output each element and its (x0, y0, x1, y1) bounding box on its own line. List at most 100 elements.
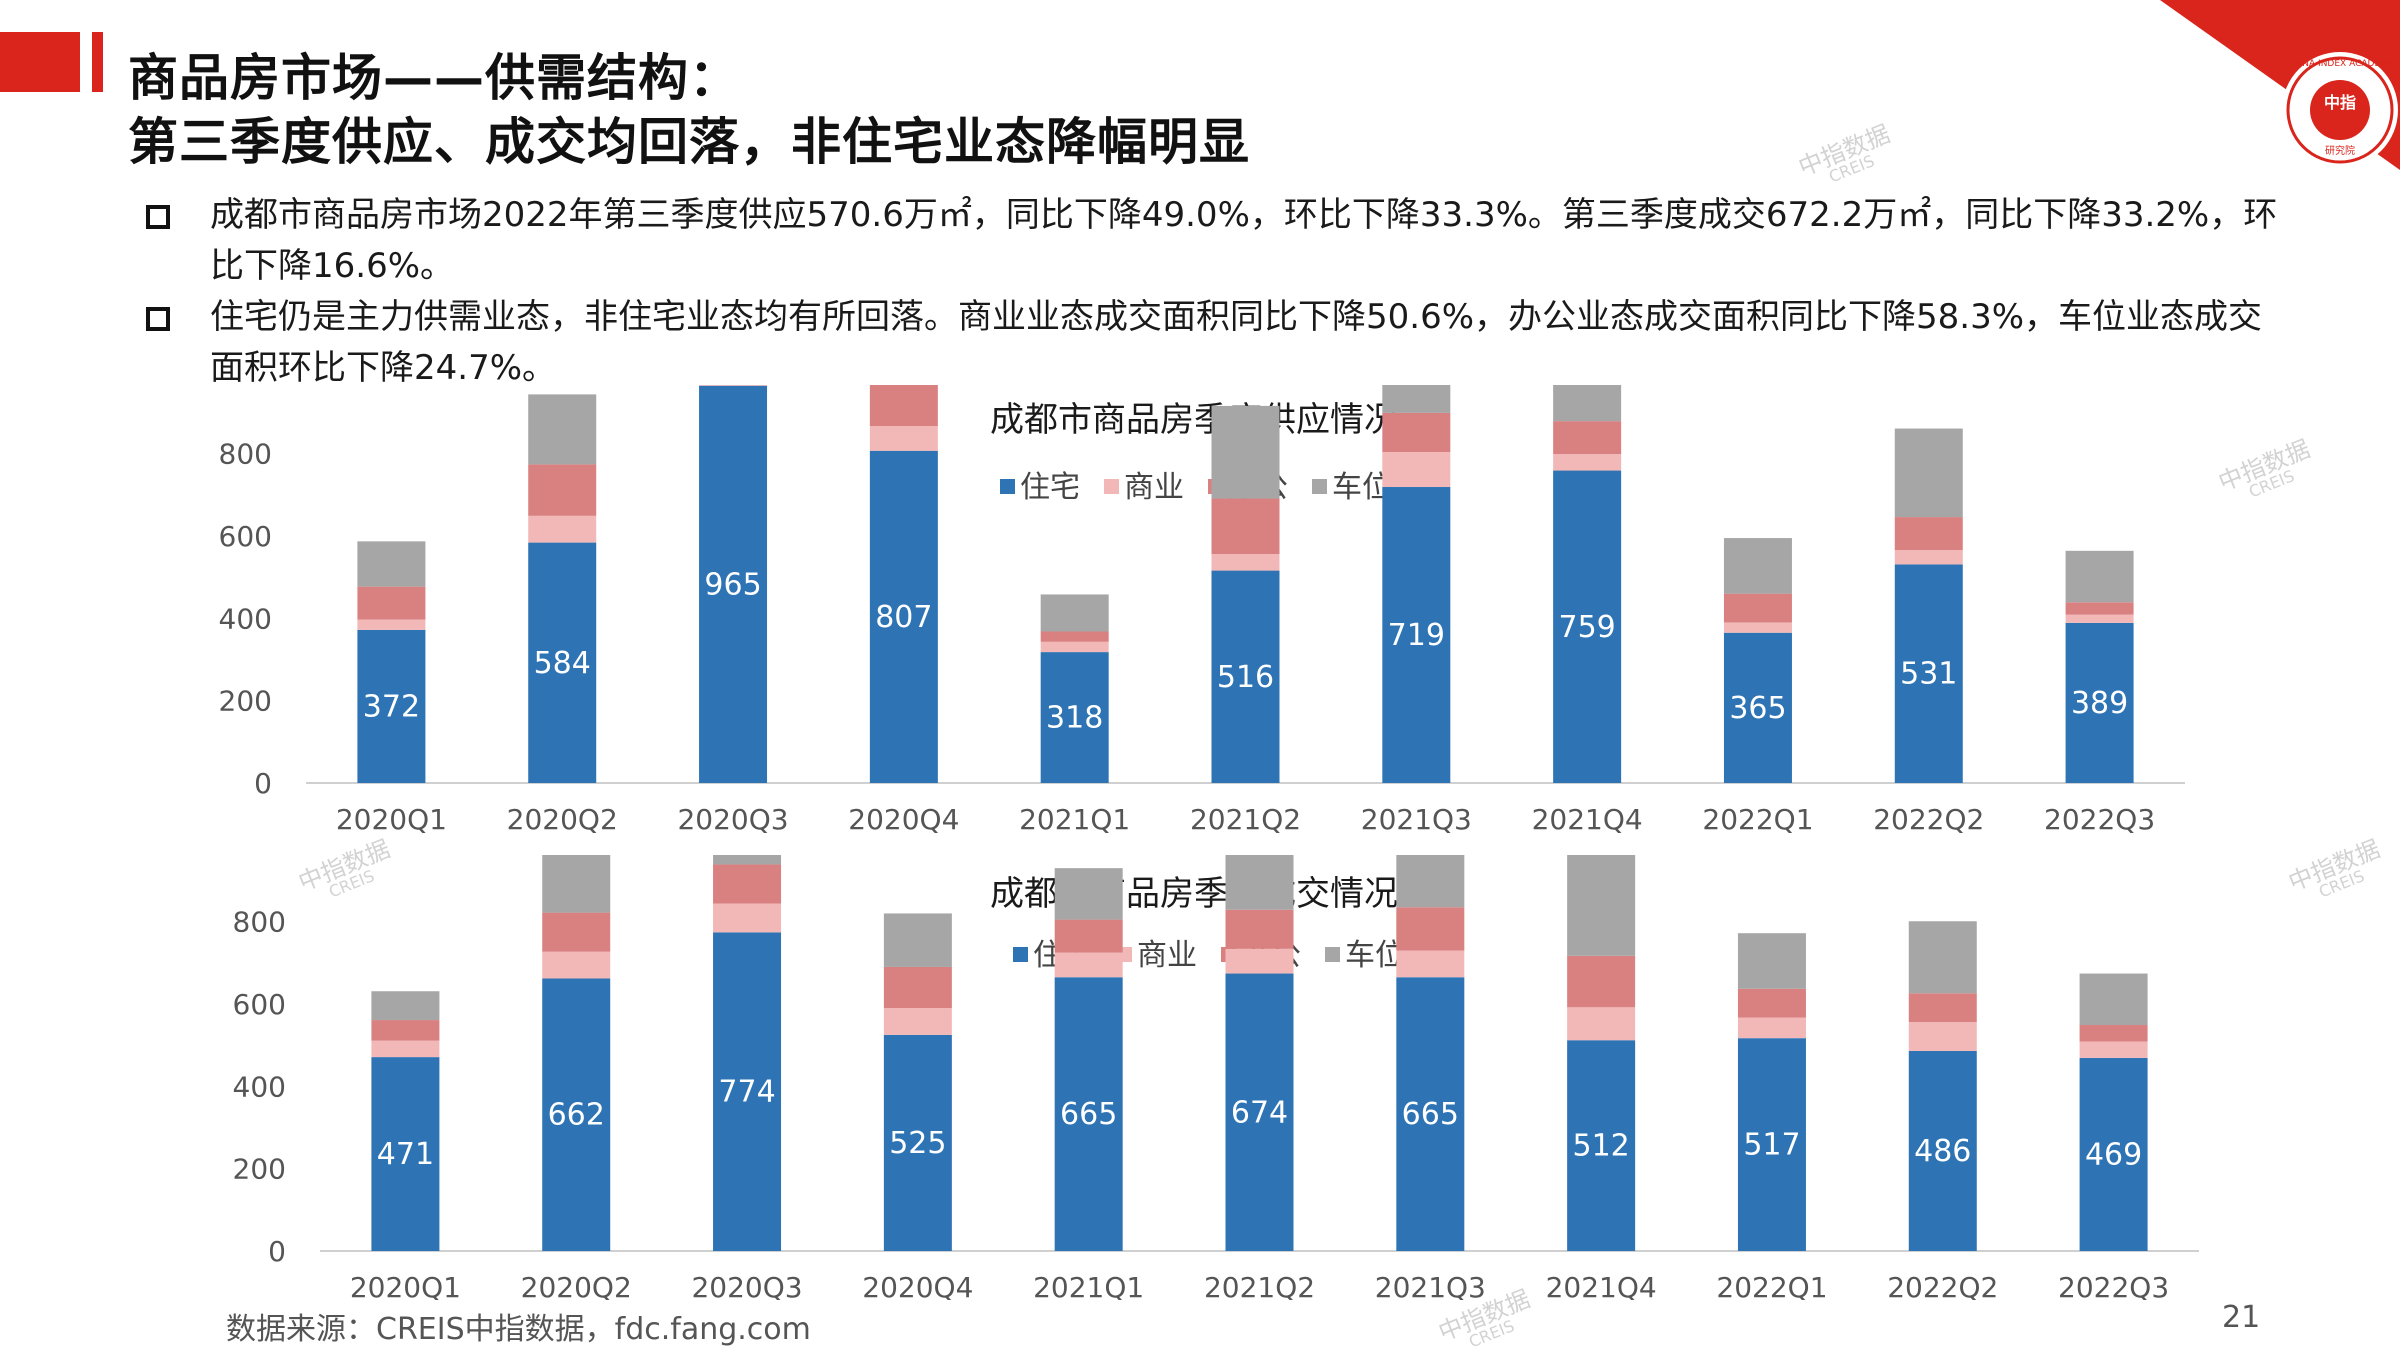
bar-办公 (1054, 919, 1123, 953)
data-label: 584 (534, 646, 591, 681)
bar-商业 (1040, 641, 1109, 653)
bar-办公 (542, 912, 611, 952)
bar-住宅 (699, 385, 768, 783)
bar-商业 (1553, 454, 1622, 471)
bar-办公 (1225, 909, 1294, 949)
bar-办公 (1211, 498, 1280, 555)
x-tick-label: 2020Q2 (521, 1271, 632, 1300)
bar-车位 (2065, 550, 2134, 603)
legend-swatch (1325, 947, 1340, 962)
bar-住宅 (1396, 977, 1465, 1251)
bar-车位 (1723, 538, 1792, 594)
bullet-structure: 住宅仍是主力供需业态，非住宅业态均有所回落。商业业态成交面积同比下降50.6%，… (138, 292, 2288, 394)
logo-ring-text: CHINA INDEX ACADEMY (2287, 59, 2394, 69)
bar-住宅 (1211, 570, 1280, 783)
bar-住宅 (1382, 487, 1451, 783)
legend-label: 商业 (1124, 470, 1184, 505)
data-label: 807 (875, 600, 932, 635)
bar-商业 (1737, 1017, 1806, 1039)
x-tick-label: 2021Q3 (1375, 1271, 1486, 1300)
x-tick-label: 2020Q1 (336, 803, 447, 836)
legend-label: 车位 (1332, 470, 1392, 505)
page-title-line2: 第三季度供应、成交均回落，非住宅业态降幅明显 (128, 113, 1250, 171)
y-tick-label: 800 (219, 438, 272, 471)
bar-办公 (371, 1020, 440, 1041)
data-source: 数据来源：CREIS中指数据，fdc.fang.com (226, 1312, 811, 1347)
x-tick-label: 2021Q4 (1532, 803, 1643, 836)
summary-bullets: 成都市商品房市场2022年第三季度供应570.6万㎡，同比下降49.0%，环比下… (138, 190, 2288, 394)
chart-title: 成都市商品房季度成交情况 (990, 874, 1398, 914)
x-tick-label: 2020Q4 (848, 803, 959, 836)
bar-住宅 (713, 932, 782, 1251)
logo-ring (2286, 56, 2394, 164)
bar-车位 (357, 541, 426, 587)
bar-住宅 (528, 542, 597, 783)
bar-商业 (1211, 554, 1280, 571)
bar-商业 (1894, 549, 1963, 565)
data-label: 469 (2085, 1137, 2142, 1172)
bar-车位 (1553, 385, 1622, 422)
bar-车位 (1396, 855, 1465, 908)
data-label: 719 (1388, 618, 1445, 653)
bar-住宅 (357, 629, 426, 783)
data-label: 517 (1743, 1128, 1800, 1163)
x-tick-label: 2021Q1 (1033, 1271, 1144, 1300)
x-tick-label: 2022Q1 (1702, 803, 1813, 836)
x-tick-label: 2020Q2 (507, 803, 618, 836)
bar-住宅 (371, 1057, 440, 1251)
y-tick-label: 800 (233, 906, 286, 939)
y-tick-label: 600 (233, 988, 286, 1021)
y-tick-label: 600 (219, 520, 272, 553)
bar-住宅 (1908, 1050, 1977, 1251)
bar-商业 (371, 1040, 440, 1058)
bar-车位 (1054, 868, 1123, 920)
data-label: 471 (377, 1137, 434, 1172)
x-tick-label: 2022Q2 (1873, 803, 1984, 836)
y-tick-label: 0 (268, 1235, 286, 1268)
bar-车位 (1567, 855, 1636, 956)
x-tick-label: 2021Q2 (1204, 1271, 1315, 1300)
bar-商业 (357, 619, 426, 630)
data-label: 965 (704, 567, 761, 602)
y-tick-label: 1,000 (192, 385, 272, 388)
y-tick-label: 400 (233, 1070, 286, 1103)
y-tick-label: 200 (219, 685, 272, 718)
legend-label: 住宅 (1020, 470, 1080, 505)
bar-办公 (1737, 988, 1806, 1018)
bar-车位 (542, 855, 611, 913)
bar-车位 (1908, 921, 1977, 994)
legend-label: 车位 (1345, 938, 1405, 973)
bar-住宅 (1567, 1040, 1636, 1251)
data-label: 665 (1402, 1097, 1459, 1132)
bullet-supply: 成都市商品房市场2022年第三季度供应570.6万㎡，同比下降49.0%，环比下… (138, 190, 2288, 292)
bar-车位 (713, 855, 782, 865)
bar-车位 (1382, 385, 1451, 413)
bar-住宅 (1894, 564, 1963, 783)
title-accent-block (0, 32, 80, 92)
bar-办公 (357, 586, 426, 620)
data-label: 525 (889, 1126, 946, 1161)
legend-swatch (1013, 947, 1028, 962)
bar-办公 (883, 966, 952, 1009)
bar-商业 (1567, 1007, 1636, 1041)
bar-住宅 (2079, 1057, 2148, 1251)
bar-住宅 (1553, 470, 1622, 783)
bullet-box-icon (146, 205, 170, 229)
bar-住宅 (1040, 652, 1109, 783)
legend-swatch (1000, 479, 1015, 494)
data-label: 774 (718, 1075, 775, 1110)
bar-车位 (1211, 405, 1280, 499)
legend-label: 商业 (1137, 938, 1197, 973)
bar-商业 (1225, 948, 1294, 974)
x-tick-label: 2020Q3 (691, 1271, 802, 1300)
bar-办公 (713, 864, 782, 904)
bar-住宅 (1054, 977, 1123, 1251)
bar-车位 (1894, 428, 1963, 518)
bar-住宅 (2065, 622, 2134, 783)
bar-办公 (528, 464, 597, 516)
bar-商业 (1054, 952, 1123, 978)
data-label: 318 (1046, 701, 1103, 736)
x-tick-label: 2021Q3 (1361, 803, 1472, 836)
x-tick-label: 2021Q2 (1190, 803, 1301, 836)
bar-车位 (883, 913, 952, 967)
